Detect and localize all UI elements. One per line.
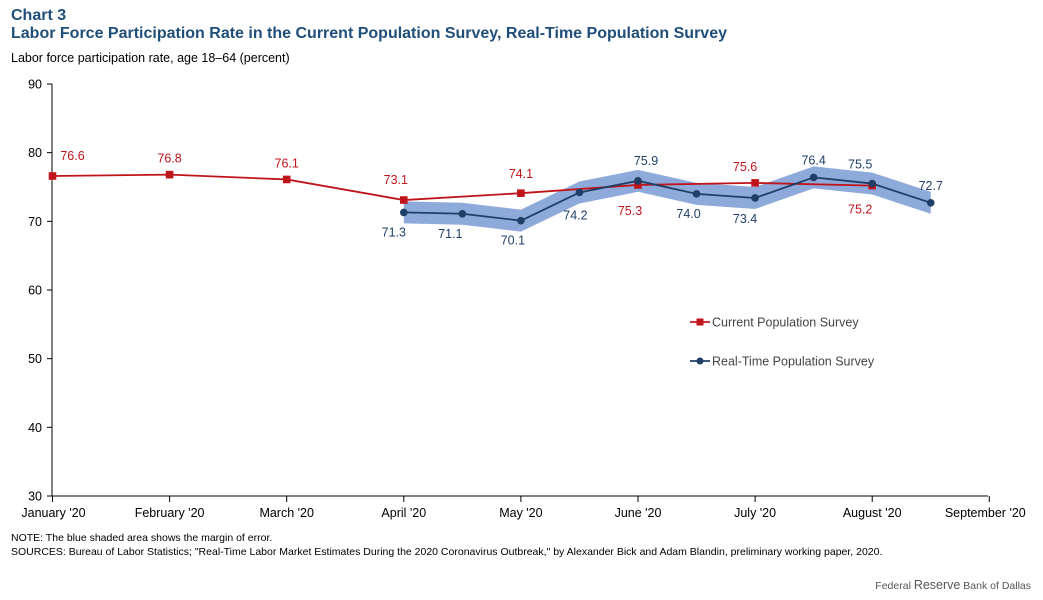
credit-big: Reserve	[913, 578, 961, 592]
y-tick-label: 60	[28, 284, 42, 298]
cps-point	[751, 179, 759, 187]
cps-data-label: 76.8	[157, 152, 181, 166]
margin-of-error-band-group	[403, 166, 931, 232]
legend: Current Population Survey Real-Time Popul…	[690, 316, 875, 369]
chart-note: NOTE: The blue shaded area shows the mar…	[11, 532, 273, 544]
x-tick-label: August '20	[843, 506, 902, 520]
rps-point	[458, 209, 467, 218]
line-chart: 30 40 50 60 70 80 90 January '20 February '20 Mar…	[21, 78, 1025, 521]
rps-point	[809, 173, 818, 182]
credit-post: Bank of Dallas	[960, 580, 1031, 592]
rps-data-label: 74.0	[676, 207, 700, 221]
x-tick-label: April '20	[381, 506, 426, 520]
y-tick-label: 70	[28, 215, 42, 229]
x-tick-label: February '20	[135, 506, 205, 520]
legend-cps-marker	[696, 318, 704, 326]
chart-sources: SOURCES: Bureau of Labor Statistics; "Re…	[11, 546, 883, 558]
y-tick-label: 50	[28, 352, 42, 366]
x-tick-label: July '20	[734, 506, 776, 520]
legend-rps-label: Real-Time Population Survey	[712, 355, 875, 369]
rps-point	[751, 194, 759, 202]
axes-group: 30 40 50 60 70 80 90 January '20 February '20 Mar…	[21, 78, 1025, 521]
rps-point	[926, 198, 935, 207]
rps-data-label: 75.5	[848, 158, 872, 172]
x-tick-label: January '20	[21, 506, 85, 520]
source-credit: Federal Reserve Bank of Dallas	[875, 578, 1031, 592]
rps-data-label: 74.2	[563, 208, 587, 222]
chart-label: Chart 3	[11, 7, 67, 24]
cps-data-label: 75.2	[848, 203, 872, 217]
rps-data-label: 75.9	[634, 154, 658, 168]
y-axis-caption: Labor force participation rate, age 18–6…	[11, 51, 290, 65]
rps-point	[634, 177, 642, 185]
rps-data-label: 73.4	[733, 212, 757, 226]
cps-data-label: 73.1	[384, 173, 408, 187]
cps-data-label: 76.6	[60, 149, 84, 163]
y-tick-label: 30	[28, 490, 42, 504]
cps-point	[400, 196, 408, 204]
cps-point	[634, 181, 642, 189]
cps-data-label: 75.6	[733, 160, 757, 174]
x-tick-label: May '20	[499, 506, 542, 520]
legend-cps-label: Current Population Survey	[712, 316, 859, 330]
legend-rps-marker	[696, 357, 704, 365]
rps-point	[400, 208, 408, 217]
y-tick-label: 80	[28, 146, 42, 160]
rps-data-label: 70.1	[501, 234, 525, 248]
series-lines-group	[52, 173, 932, 222]
rps-data-label: 76.4	[801, 153, 825, 167]
credit-pre: Federal	[875, 580, 914, 592]
x-tick-label: September '20	[945, 506, 1026, 520]
cps-point	[165, 170, 174, 179]
cps-point	[517, 189, 525, 197]
margin-of-error-band	[403, 166, 931, 232]
cps-line	[52, 173, 873, 201]
cps-data-label: 74.1	[509, 167, 533, 181]
series-points-group	[48, 170, 935, 225]
x-tick-label: June '20	[615, 506, 662, 520]
data-labels-group: 76.6 76.8 76.1 73.1 74.1 75.3 75.6 75.2 71.3 71.1…	[60, 149, 943, 248]
rps-data-label: 71.3	[382, 225, 406, 239]
rps-data-label: 72.7	[919, 179, 943, 193]
rps-data-label: 71.1	[438, 227, 462, 241]
cps-data-label: 75.3	[618, 204, 642, 218]
cps-point	[48, 172, 57, 180]
chart-title: Labor Force Participation Rate in the Cu…	[11, 25, 727, 42]
rps-point	[868, 179, 876, 188]
cps-data-label: 76.1	[275, 156, 299, 170]
x-tick-label: March '20	[259, 506, 314, 520]
y-tick-label: 90	[28, 78, 42, 92]
rps-line	[403, 176, 932, 222]
y-tick-label: 40	[28, 421, 42, 435]
rps-point	[517, 216, 525, 225]
rps-point	[692, 190, 701, 198]
rps-point	[575, 188, 584, 197]
cps-point	[282, 175, 291, 184]
